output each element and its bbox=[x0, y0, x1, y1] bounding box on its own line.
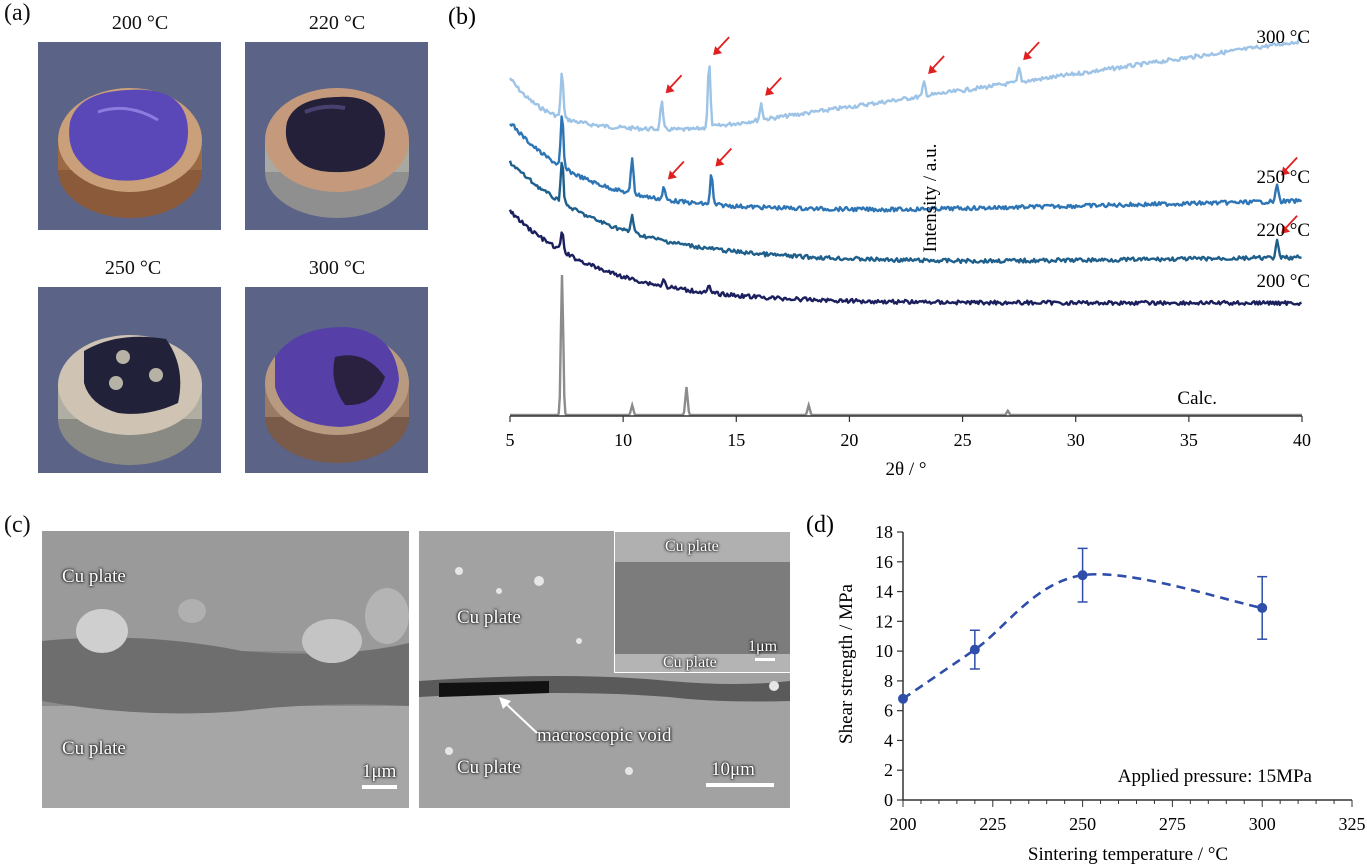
inset-cu-plate-bottom: Cu plate bbox=[663, 654, 717, 671]
sample-photo-250 bbox=[38, 287, 221, 473]
x-tick-label: 10 bbox=[614, 430, 632, 450]
inset-scale-bar bbox=[755, 658, 775, 661]
sample-photo-300 bbox=[245, 287, 428, 473]
x-tick-label: 325 bbox=[1339, 814, 1366, 834]
series-label: 220 °C bbox=[1256, 220, 1310, 241]
x-tick-label: 5 bbox=[506, 430, 515, 450]
peak-arrow bbox=[767, 77, 782, 93]
sample-photo-200 bbox=[38, 42, 221, 230]
y-tick-label: 10 bbox=[875, 641, 893, 661]
x-tick-label: 225 bbox=[979, 814, 1006, 834]
y-tick-label: 8 bbox=[884, 671, 893, 691]
y-tick-label: 16 bbox=[875, 552, 893, 572]
inset-scale-label: 1μm bbox=[748, 638, 778, 655]
peak-arrow bbox=[1283, 215, 1298, 231]
xrd-series-200 bbox=[508, 209, 1302, 307]
data-point bbox=[1257, 602, 1268, 613]
scale-bar bbox=[706, 783, 774, 787]
sample-temp-label: 250 °C bbox=[104, 257, 162, 279]
peak-arrow-head bbox=[765, 86, 775, 96]
xrd-series-220 bbox=[508, 160, 1302, 265]
peak-arrow bbox=[930, 55, 945, 71]
cu-plate-label-bottom: Cu plate bbox=[457, 757, 521, 778]
y-tick-label: 6 bbox=[884, 701, 893, 721]
annotation-pressure: Applied pressure: 15MPa bbox=[1118, 766, 1313, 787]
sem-image-left: Cu plate Cu plate 1μm bbox=[42, 531, 409, 808]
peak-arrow-head bbox=[667, 170, 677, 180]
x-tick-label: 15 bbox=[727, 430, 745, 450]
x-tick-label: 250 bbox=[1069, 814, 1096, 834]
x-axis-label: Sintering temperature / °C bbox=[1028, 844, 1228, 865]
y-tick-label: 2 bbox=[884, 760, 893, 780]
data-point bbox=[898, 693, 908, 704]
inset-cu-plate-top: Cu plate bbox=[665, 538, 719, 555]
peak-arrow bbox=[715, 36, 730, 52]
peak-arrow-head bbox=[715, 157, 725, 167]
xrd-series-250 bbox=[509, 115, 1303, 213]
series-label: 300 °C bbox=[1256, 27, 1310, 48]
y-tick-label: 4 bbox=[884, 730, 893, 750]
scale-bar bbox=[362, 785, 397, 789]
y-tick-label: 18 bbox=[875, 522, 893, 542]
peak-arrow bbox=[1025, 41, 1040, 57]
peak-arrow bbox=[667, 74, 683, 90]
data-point bbox=[1077, 570, 1088, 581]
peak-arrow-head bbox=[928, 65, 938, 75]
sample-temp-label: 200 °C bbox=[111, 12, 169, 34]
xrd-chart: (b) 5 10 15 20 25 30 35 40 300 °C 250 °C 220 °C 20… bbox=[448, 4, 1311, 480]
series-label: 200 °C bbox=[1256, 271, 1310, 292]
x-axis-label: 2θ / ° bbox=[886, 459, 927, 480]
panel-b-label: (b) bbox=[448, 4, 476, 30]
panel-a-label: (a) bbox=[4, 0, 31, 26]
peak-arrow-head bbox=[713, 46, 723, 56]
x-tick-label: 35 bbox=[1180, 430, 1198, 450]
data-point bbox=[969, 644, 980, 655]
peak-arrow-head bbox=[1281, 224, 1291, 234]
cu-plate-label-top: Cu plate bbox=[62, 566, 126, 587]
scale-label: 1μm bbox=[362, 761, 397, 782]
y-tick-label: 0 bbox=[884, 790, 893, 810]
shear-strength-chart: (d) 0 2 4 6 8 10 12 14 16 18 200 225 250 275 300 325 Ap… bbox=[806, 512, 1366, 865]
peak-arrow bbox=[1283, 156, 1298, 173]
sem-inset: Cu plate Cu plate 1μm bbox=[614, 531, 790, 673]
panel-d-label: (d) bbox=[806, 512, 834, 538]
cu-plate-label-bottom: Cu plate bbox=[62, 738, 126, 759]
sample-temp-label: 300 °C bbox=[308, 257, 366, 279]
x-tick-label: 275 bbox=[1159, 814, 1186, 834]
sample-photo-220 bbox=[245, 42, 428, 230]
xrd-series-calc bbox=[510, 274, 1302, 417]
xrd-series-300 bbox=[508, 38, 1303, 133]
peak-arrow bbox=[717, 147, 733, 164]
x-tick-label: 30 bbox=[1067, 430, 1085, 450]
y-axis-label: Intensity / a.u. bbox=[920, 144, 941, 253]
peak-arrow-head bbox=[1023, 51, 1033, 61]
x-tick-label: 25 bbox=[954, 430, 972, 450]
series-label: 250 °C bbox=[1256, 167, 1310, 188]
sem-image-right: Cu plate Cu plate 1μm Cu plate Cu plate … bbox=[419, 531, 790, 808]
peak-arrow bbox=[670, 160, 685, 177]
sample-temp-label: 220 °C bbox=[308, 12, 366, 34]
peak-arrow-head bbox=[1281, 166, 1291, 176]
peak-arrow-head bbox=[665, 84, 675, 94]
y-tick-label: 14 bbox=[875, 582, 893, 602]
y-tick-label: 12 bbox=[875, 611, 893, 631]
trend-curve bbox=[902, 572, 1263, 700]
series-label-calc: Calc. bbox=[1177, 388, 1217, 409]
x-tick-label: 300 bbox=[1249, 814, 1276, 834]
void-pointer bbox=[499, 697, 538, 734]
x-tick-label: 20 bbox=[840, 430, 858, 450]
scale-label: 10μm bbox=[711, 759, 755, 780]
x-tick-label: 40 bbox=[1293, 430, 1311, 450]
cu-plate-label-top: Cu plate bbox=[457, 607, 521, 628]
void-label: macroscopic void bbox=[537, 725, 672, 746]
y-axis-label: Shear strength / MPa bbox=[836, 583, 857, 743]
x-tick-label: 200 bbox=[890, 814, 917, 834]
xrd-plot-area bbox=[508, 38, 1303, 417]
panel-c-label: (c) bbox=[4, 512, 31, 538]
